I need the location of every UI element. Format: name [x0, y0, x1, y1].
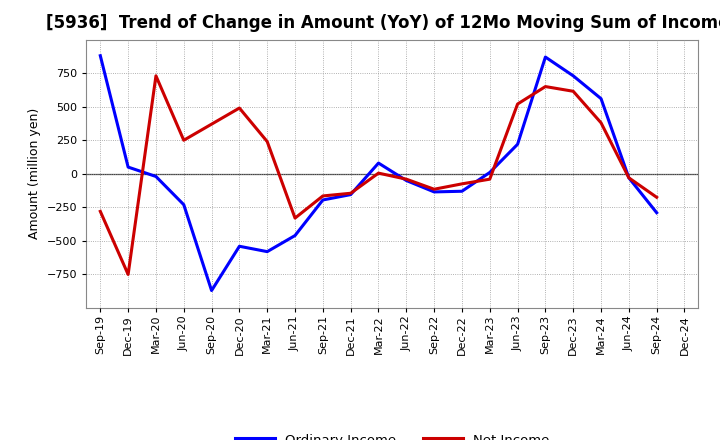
Ordinary Income: [624, 175, 633, 180]
Ordinary Income: [569, 73, 577, 78]
Net Income: [179, 138, 188, 143]
Ordinary Income: [179, 202, 188, 207]
Ordinary Income: [152, 174, 161, 179]
Ordinary Income: [374, 161, 383, 166]
Net Income: [96, 209, 104, 214]
Net Income: [569, 88, 577, 94]
Net Income: [624, 175, 633, 180]
Net Income: [513, 101, 522, 106]
Net Income: [485, 176, 494, 182]
Net Income: [652, 194, 661, 200]
Ordinary Income: [458, 189, 467, 194]
Net Income: [346, 191, 355, 196]
Ordinary Income: [652, 210, 661, 215]
Ordinary Income: [346, 192, 355, 197]
Ordinary Income: [235, 244, 243, 249]
Net Income: [541, 84, 550, 89]
Ordinary Income: [485, 170, 494, 175]
Ordinary Income: [541, 55, 550, 60]
Line: Net Income: Net Income: [100, 76, 657, 275]
Ordinary Income: [291, 233, 300, 238]
Ordinary Income: [263, 249, 271, 254]
Net Income: [458, 181, 467, 187]
Net Income: [152, 73, 161, 78]
Net Income: [124, 272, 132, 277]
Ordinary Income: [124, 165, 132, 170]
Net Income: [597, 120, 606, 125]
Net Income: [374, 170, 383, 176]
Ordinary Income: [96, 53, 104, 59]
Net Income: [430, 187, 438, 192]
Ordinary Income: [430, 189, 438, 194]
Net Income: [402, 176, 410, 182]
Legend: Ordinary Income, Net Income: Ordinary Income, Net Income: [230, 427, 555, 440]
Net Income: [263, 139, 271, 144]
Net Income: [318, 193, 327, 198]
Net Income: [235, 106, 243, 111]
Net Income: [291, 216, 300, 221]
Title: [5936]  Trend of Change in Amount (YoY) of 12Mo Moving Sum of Incomes: [5936] Trend of Change in Amount (YoY) o…: [45, 15, 720, 33]
Line: Ordinary Income: Ordinary Income: [100, 56, 657, 290]
Ordinary Income: [318, 197, 327, 202]
Ordinary Income: [513, 142, 522, 147]
Ordinary Income: [207, 288, 216, 293]
Y-axis label: Amount (million yen): Amount (million yen): [28, 108, 41, 239]
Ordinary Income: [597, 96, 606, 101]
Ordinary Income: [402, 178, 410, 183]
